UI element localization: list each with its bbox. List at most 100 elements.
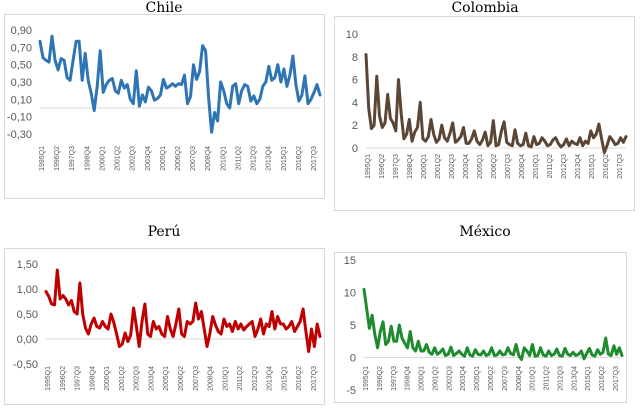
- x-tick-label: 2008Q4: [205, 146, 212, 171]
- x-tick-label: 2002Q3: [130, 146, 137, 171]
- y-tick-label: 0,90: [11, 25, 32, 37]
- x-tick-label: 2002Q3: [449, 154, 456, 179]
- y-tick-label: 4: [352, 97, 358, 109]
- x-tick-label: 2015Q1: [585, 366, 592, 391]
- x-tick-label: 2001Q2: [119, 366, 126, 391]
- y-tick-label: -0,50: [13, 359, 38, 371]
- y-tick-label: 0: [352, 143, 358, 155]
- y-tick-label: 15: [344, 255, 356, 267]
- x-tick-label: 2015Q1: [281, 366, 288, 391]
- x-tick-label: 1995Q1: [45, 366, 52, 391]
- y-tick-label: 5: [350, 320, 356, 332]
- x-tick-label: 2000Q1: [421, 154, 428, 179]
- y-tick-label: 2: [352, 120, 358, 132]
- x-tick-label: 2006Q2: [488, 366, 495, 391]
- x-tick-label: 2017Q3: [617, 154, 624, 179]
- line-chart-colombia: 0 2 4 6 8 10 1995Q1 1996Q2 1997Q3 1998Q4 2000Q1 200…: [334, 16, 635, 211]
- x-tick-label: 2012Q3: [557, 366, 564, 391]
- x-tick-label: 1998Q4: [407, 154, 414, 179]
- x-tick-label: 2000Q1: [419, 366, 426, 391]
- x-tick-label: 2011Q2: [237, 366, 244, 390]
- x-tick-label: 2006Q2: [175, 146, 182, 171]
- x-tick-label: 2010Q1: [220, 146, 227, 171]
- x-tick-label: 2008Q4: [208, 366, 215, 391]
- series-line: [364, 53, 628, 155]
- line-chart-mexico: -5 0 5 10 15 1995Q1 1996Q2 1997Q3 1998Q4 2000Q1 20…: [334, 252, 627, 403]
- x-tick-label: 2005Q1: [477, 154, 484, 179]
- x-tick-label: 2000Q1: [99, 146, 106, 171]
- x-tick-label: 1998Q4: [405, 366, 412, 391]
- x-tick-label: 2001Q2: [115, 146, 122, 171]
- x-tick-label: 2016Q2: [296, 366, 303, 391]
- y-tick-label: 1,00: [17, 284, 38, 296]
- y-tick-label: -5: [346, 385, 356, 397]
- x-tick-label: 2000Q1: [104, 366, 111, 391]
- x-tick-label: 1997Q3: [75, 366, 82, 391]
- x-tick-label: 1996Q2: [60, 366, 67, 391]
- x-tick-label: 2016Q2: [603, 154, 610, 179]
- x-tick-label: 2002Q3: [446, 366, 453, 391]
- x-tick-label: 1995Q1: [363, 366, 370, 391]
- x-tick-label: 1997Q3: [393, 154, 400, 179]
- x-tick-label: 2013Q4: [575, 154, 582, 179]
- x-tick-label: 2003Q4: [463, 154, 470, 179]
- y-tick-label: 0,70: [11, 42, 32, 54]
- line-chart-chile: -0,30 -0,10 0,10 0,30 0,50 0,70 0,90 1995Q1 1996…: [4, 14, 325, 199]
- x-tick-label: 2003Q4: [460, 366, 467, 391]
- series-line: [362, 287, 624, 361]
- x-tick-label: 1995Q1: [39, 146, 46, 171]
- chart-title: México: [459, 224, 511, 240]
- x-tick-label: 1996Q2: [377, 366, 384, 391]
- x-tick-label: 1995Q1: [365, 154, 372, 179]
- y-tick-label: -0,30: [7, 129, 32, 141]
- chart-panel-chile: Chile -0,30 -0,10 0,10 0,30 0,50 0,70 0,90 1995…: [0, 0, 328, 200]
- x-tick-label: 2017Q3: [613, 366, 620, 391]
- y-tick-label: 0,00: [17, 334, 38, 346]
- y-tick-label: 8: [352, 52, 358, 64]
- series-line: [44, 268, 322, 353]
- x-tick-label: 1997Q3: [391, 366, 398, 391]
- x-tick-label: 2008Q4: [519, 154, 526, 179]
- x-tick-label: 1997Q3: [69, 146, 76, 171]
- y-tick-label: 0,50: [11, 60, 32, 72]
- chart-frame: [4, 14, 325, 199]
- chart-title: Chile: [145, 0, 183, 16]
- y-tick-label: 0,10: [11, 94, 32, 106]
- y-tick-label: 10: [346, 29, 358, 41]
- x-tick-label: 2011Q2: [544, 366, 551, 390]
- x-tick-label: 2016Q2: [599, 366, 606, 391]
- x-tick-label: 2007Q3: [193, 366, 200, 391]
- chart-title: Perú: [147, 224, 181, 240]
- x-tick-label: 2007Q3: [190, 146, 197, 171]
- y-tick-label: 6: [352, 75, 358, 87]
- x-tick-label: 2015Q1: [589, 154, 596, 179]
- x-tick-label: 2010Q1: [533, 154, 540, 179]
- x-tick-label: 2005Q1: [163, 366, 170, 391]
- y-tick-label: 0: [350, 353, 356, 365]
- x-tick-label: 2003Q4: [145, 146, 152, 171]
- x-tick-label: 2016Q2: [296, 146, 303, 171]
- x-tick-label: 2007Q3: [502, 366, 509, 391]
- x-tick-label: 2001Q2: [435, 154, 442, 179]
- x-tick-label: 1998Q4: [89, 366, 96, 391]
- x-tick-label: 2012Q3: [561, 154, 568, 179]
- x-tick-label: 2013Q4: [267, 366, 274, 391]
- x-tick-label: 1998Q4: [84, 146, 91, 171]
- x-tick-label: 2001Q2: [432, 366, 439, 391]
- chart-panel-peru: Perú -0,50 0,00 0,50 1,00 1,50 1995Q1 1996Q2 19…: [0, 224, 328, 405]
- x-tick-label: 2013Q4: [571, 366, 578, 391]
- y-tick-label: 0,50: [17, 309, 38, 321]
- x-tick-label: 2010Q1: [530, 366, 537, 391]
- chart-panel-mexico: México -5 0 5 10 15 1995Q1 1996Q2 1997Q3 1998Q4 2…: [330, 224, 640, 404]
- chart-title: Colombia: [451, 0, 519, 16]
- x-tick-label: 2017Q3: [311, 146, 318, 171]
- x-tick-label: 2007Q3: [505, 154, 512, 179]
- x-tick-label: 2005Q1: [160, 146, 167, 171]
- y-tick-label: 1,50: [17, 259, 38, 271]
- x-tick-label: 2015Q1: [281, 146, 288, 171]
- x-tick-label: 2003Q4: [148, 366, 155, 391]
- y-tick-label: 10: [344, 288, 356, 300]
- x-tick-label: 2006Q2: [178, 366, 185, 391]
- x-tick-label: 1996Q2: [54, 146, 61, 171]
- x-tick-label: 1996Q2: [379, 154, 386, 179]
